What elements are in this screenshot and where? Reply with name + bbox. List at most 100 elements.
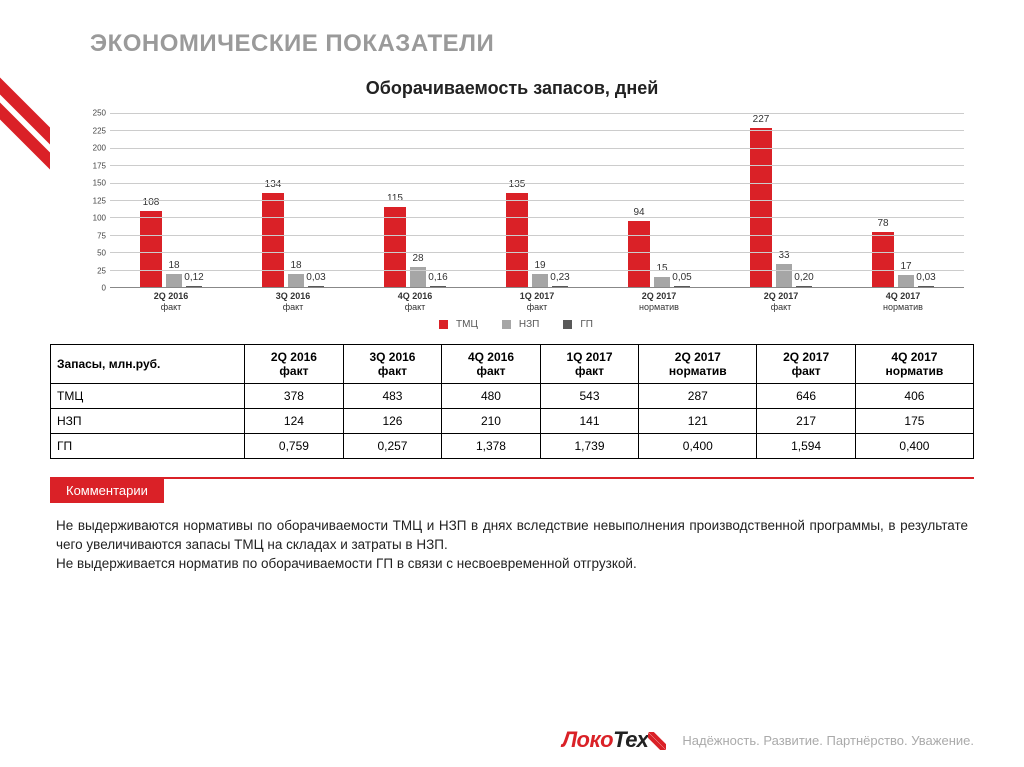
bar-ГП: 0,16 [430,286,446,287]
table-col-header: 2Q 2017норматив [639,345,757,384]
table-cell: 646 [757,384,856,409]
bar-ТМЦ: 94 [628,221,650,287]
bar-label: 0,20 [794,272,813,283]
bar-НЗП: 17 [898,275,914,287]
x-label: 2Q 2017норматив [598,288,720,313]
y-tick: 250 [93,109,106,118]
y-tick: 200 [93,144,106,153]
y-tick: 125 [93,196,106,205]
x-label: 2Q 2017факт [720,288,842,313]
bar-НЗП: 15 [654,277,670,288]
table-col-header: 3Q 2016факт [343,345,442,384]
table-row-name: ГП [51,434,245,459]
y-tick: 175 [93,161,106,170]
y-tick: 50 [97,249,106,258]
bar-ГП: 0,03 [918,286,934,287]
chart-legend: ТМЦНЗПГП [50,319,974,330]
bar-ТМЦ: 134 [262,193,284,287]
legend-item: НЗП [494,319,539,330]
table-cell: 0,400 [639,434,757,459]
y-tick: 150 [93,179,106,188]
table-col-header: 4Q 2017норматив [855,345,973,384]
page-title: ЭКОНОМИЧЕСКИЕ ПОКАЗАТЕЛИ [90,30,974,58]
footer: ЛокоТех Надёжность. Развитие. Партнёрств… [562,727,974,753]
legend-swatch [439,320,448,329]
table-col-header: 2Q 2016факт [245,345,344,384]
inventory-turnover-chart: 0255075100125150175200225250 108180,1213… [80,113,964,313]
table-cell: 126 [343,409,442,434]
x-label: 2Q 2016факт [110,288,232,313]
bar-ГП: 0,23 [552,286,568,287]
bar-ГП: 0,05 [674,286,690,287]
bar-label: 115 [387,193,403,204]
table-col-header: 4Q 2016факт [442,345,541,384]
bar-label: 0,16 [428,272,447,283]
logo-part-red: Локо [562,727,613,752]
bar-НЗП: 18 [166,274,182,287]
x-label: 4Q 2016факт [354,288,476,313]
table-cell: 378 [245,384,344,409]
table-cell: 124 [245,409,344,434]
bar-НЗП: 19 [532,274,548,287]
bar-ГП: 0,03 [308,286,324,287]
decor-stripes [0,70,50,180]
table-cell: 1,378 [442,434,541,459]
legend-item: ГП [555,319,593,330]
y-tick: 25 [97,266,106,275]
x-label: 3Q 2016факт [232,288,354,313]
table-cell: 210 [442,409,541,434]
bar-ТМЦ: 108 [140,211,162,287]
table-row: ГП0,7590,2571,3781,7390,4001,5940,400 [51,434,974,459]
tagline: Надёжность. Развитие. Партнёрство. Уваже… [682,733,974,748]
table-row: НЗП124126210141121217175 [51,409,974,434]
table-header-label: Запасы, млн.руб. [51,345,245,384]
comments-text: Не выдерживаются нормативы по оборачивае… [50,503,974,574]
bar-НЗП: 33 [776,264,792,287]
comments-section: Комментарии Не выдерживаются нормативы п… [50,477,974,574]
table-cell: 0,400 [855,434,973,459]
y-tick: 75 [97,231,106,240]
table-cell: 1,739 [540,434,639,459]
bar-label: 0,05 [672,272,691,283]
x-label: 1Q 2017факт [476,288,598,313]
legend-swatch [563,320,572,329]
table-cell: 483 [343,384,442,409]
bar-ГП: 0,20 [796,286,812,287]
table-cell: 217 [757,409,856,434]
bar-ТМЦ: 115 [384,207,406,288]
table-cell: 543 [540,384,639,409]
logo-part-black: Тех [613,727,648,752]
bar-label: 28 [412,253,423,264]
chart-title: Оборачиваемость запасов, дней [50,78,974,99]
bar-label: 0,03 [916,272,935,283]
bar-label: 0,23 [550,272,569,283]
bar-ГП: 0,12 [186,286,202,287]
bar-ТМЦ: 135 [506,193,528,288]
y-tick: 225 [93,126,106,135]
bar-label: 134 [265,179,282,190]
bar-label: 15 [656,263,667,274]
table-cell: 0,257 [343,434,442,459]
y-tick: 0 [102,284,106,293]
table-cell: 175 [855,409,973,434]
table-col-header: 2Q 2017факт [757,345,856,384]
table-col-header: 1Q 2017факт [540,345,639,384]
table-cell: 1,594 [757,434,856,459]
logo: ЛокоТех [562,727,666,753]
bar-label: 0,12 [184,272,203,283]
table-cell: 480 [442,384,541,409]
bar-label: 135 [509,179,526,190]
logo-stripes-icon [648,732,666,750]
table-row-name: ТМЦ [51,384,245,409]
legend-swatch [502,320,511,329]
bar-label: 78 [877,218,888,229]
inventory-table: Запасы, млн.руб.2Q 2016факт3Q 2016факт4Q… [50,344,974,459]
table-row: ТМЦ378483480543287646406 [51,384,974,409]
bar-ТМЦ: 227 [750,128,772,287]
bar-label: 227 [753,114,770,125]
y-tick: 100 [93,214,106,223]
x-label: 4Q 2017норматив [842,288,964,313]
comments-tab: Комментарии [50,478,164,503]
table-cell: 0,759 [245,434,344,459]
table-cell: 287 [639,384,757,409]
